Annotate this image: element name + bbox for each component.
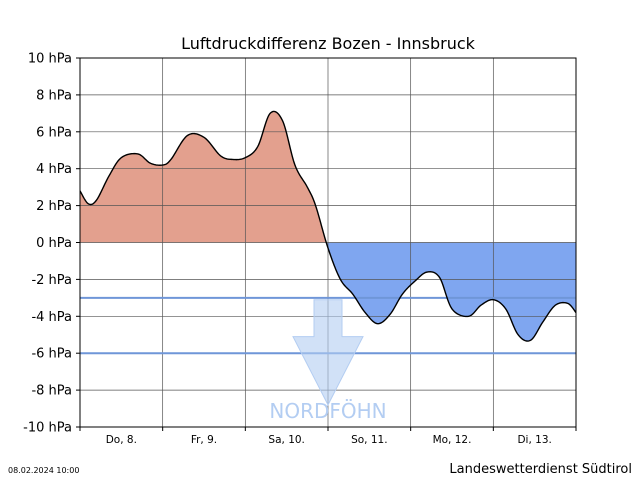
y-tick-label: -8 hPa <box>31 384 72 399</box>
x-day-label: Do, 8. <box>106 434 137 446</box>
nordfoehn-arrow-icon <box>292 299 364 406</box>
y-tick-label: -6 hPa <box>31 347 72 362</box>
chart-title: Luftdruckdifferenz Bozen - Innsbruck <box>181 34 476 53</box>
y-tick-label: 8 hPa <box>36 88 72 103</box>
x-day-label: Mo, 12. <box>433 434 472 446</box>
agency-label: Landeswetterdienst Südtirol <box>449 462 632 477</box>
y-tick-label: 0 hPa <box>36 236 72 251</box>
y-tick-label: -4 hPa <box>31 310 72 325</box>
positive-area <box>80 111 576 243</box>
x-day-label: So, 11. <box>351 434 387 446</box>
timestamp-label: 08.02.2024 10:00 <box>8 466 80 475</box>
y-tick-label: -10 hPa <box>23 421 72 436</box>
x-day-label: Di, 13. <box>517 434 551 446</box>
nordfoehn-label: NORDFÖHN <box>269 399 386 423</box>
y-tick-label: 2 hPa <box>36 199 72 214</box>
x-day-label: Sa, 10. <box>268 434 304 446</box>
y-tick-label: 6 hPa <box>36 125 72 140</box>
y-tick-label: 10 hPa <box>28 52 72 67</box>
x-day-label: Fr, 9. <box>191 434 217 446</box>
y-tick-label: 4 hPa <box>36 162 72 177</box>
y-tick-label: -2 hPa <box>31 273 72 288</box>
negative-area <box>80 242 576 342</box>
plot-area: NORDFÖHN 10 hPa 8 hPa 6 hPa 4 hPa 2 hPa 0 hPa -… <box>23 52 577 446</box>
series-line <box>79 110 577 342</box>
